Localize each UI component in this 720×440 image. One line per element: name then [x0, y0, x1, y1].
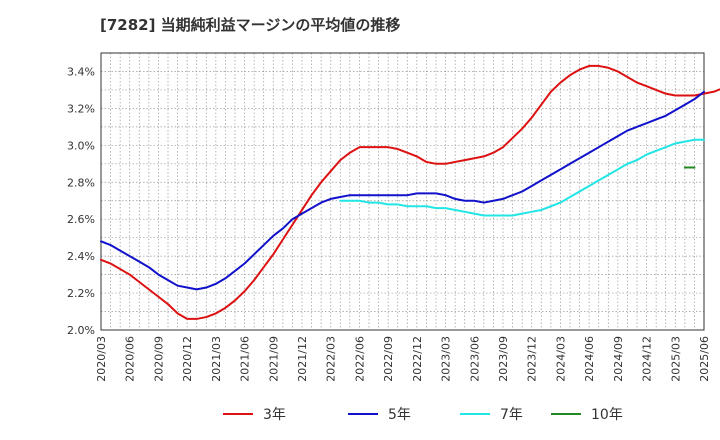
y-tick-label: 2.8%: [67, 176, 95, 189]
legend-label: 10年: [591, 407, 623, 423]
x-tick-label: 2024/03: [554, 336, 567, 382]
x-tick-label: 2025/06: [698, 336, 711, 382]
y-tick-label: 3.2%: [67, 102, 95, 115]
x-tick-label: 2022/12: [411, 336, 424, 382]
x-tick-label: 2022/06: [353, 336, 366, 382]
plot-area: [101, 53, 704, 330]
x-tick-label: 2020/12: [181, 336, 194, 382]
x-tick-label: 2023/09: [497, 336, 510, 382]
series-line-7年: [339, 138, 705, 217]
x-tick-label: 2022/09: [382, 336, 395, 382]
legend-label: 5年: [388, 407, 411, 423]
y-tick-label: 2.6%: [67, 213, 95, 226]
plot-frame: [100, 52, 705, 331]
x-tick-label: 2022/03: [325, 336, 338, 382]
x-tick-label: 2023/12: [526, 336, 539, 382]
x-tick-label: 2025/03: [669, 336, 682, 382]
y-tick-label: 2.0%: [67, 324, 95, 337]
x-tick-label: 2020/09: [152, 336, 165, 382]
x-tick-label: 2023/06: [468, 336, 481, 382]
x-tick-label: 2021/09: [267, 336, 280, 382]
y-tick-label: 2.2%: [67, 287, 95, 300]
y-tick-label: 2.4%: [67, 250, 95, 263]
legend-label: 7年: [500, 407, 523, 423]
x-tick-label: 2021/03: [210, 336, 223, 382]
chart-title: [7282] 当期純利益マージンの平均値の推移: [100, 16, 401, 34]
series-line-5年: [100, 90, 705, 291]
series-line-3年: [100, 64, 720, 320]
x-tick-label: 2023/03: [440, 336, 453, 382]
y-tick-label: 3.4%: [67, 65, 95, 78]
x-tick-label: 2020/06: [124, 336, 137, 382]
x-tick-label: 2020/03: [95, 336, 108, 382]
x-tick-label: 2021/12: [296, 336, 309, 382]
x-tick-label: 2024/12: [641, 336, 654, 382]
legend-label: 3年: [263, 407, 286, 423]
y-tick-label: 3.0%: [67, 139, 95, 152]
x-tick-label: 2021/06: [239, 336, 252, 382]
x-tick-label: 2024/09: [612, 336, 625, 382]
x-tick-label: 2024/06: [583, 336, 596, 382]
